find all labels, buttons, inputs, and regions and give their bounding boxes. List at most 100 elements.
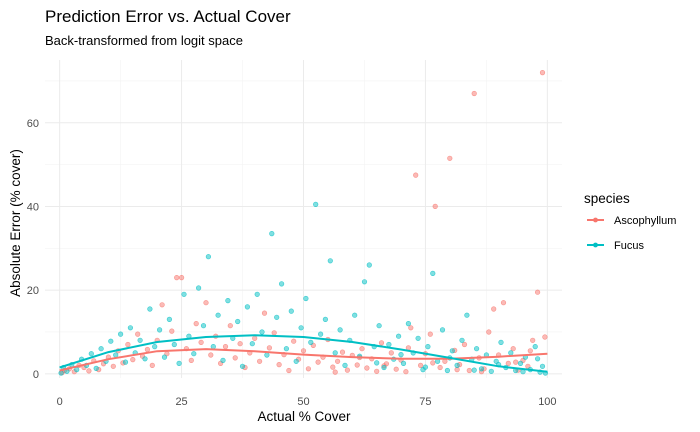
x-axis-title: Actual % Cover [257,409,351,424]
fucus-point [225,298,231,304]
ascophyllum-point [135,331,141,337]
ascophyllum-point [271,330,277,336]
ascophyllum-trend-line [59,348,548,372]
ascophyllum-point [193,321,199,327]
ascophyllum-point [427,331,433,337]
fucus-point [498,339,504,346]
fucus-point [327,258,333,264]
ascophyllum-point [266,345,273,351]
ascophyllum-point [305,366,312,372]
fucus-point [415,335,421,341]
ascophyllum-point [542,334,548,340]
ascophyllum-point [339,349,346,355]
ascophyllum-point [500,300,507,306]
fucus-point [157,327,163,333]
fucus-point [449,348,455,354]
ascophyllum-point [418,362,424,369]
ascophyllum-point [203,300,209,306]
fucus-point [430,270,436,277]
fucus-point [322,316,329,323]
ascophyllum-point [232,355,238,361]
ascophyllum-point [252,335,258,341]
fucus-point [298,325,304,331]
fucus-point [386,341,392,348]
fucus-point [279,281,285,287]
ascophyllum-point [300,348,307,354]
ascophyllum-point [198,339,204,346]
fucus-point [444,367,451,374]
ascophyllum-point [403,369,409,375]
fucus-point [517,360,524,367]
ascophyllum-point [237,341,243,347]
ascophyllum-point [530,337,536,343]
ascophyllum-point [388,350,394,356]
ascophyllum-point [505,360,511,367]
fucus-point [127,325,133,331]
fucus-point [313,201,319,207]
ascophyllum-point [188,357,194,364]
trend-lines [59,334,548,373]
ascophyllum-point [344,367,351,373]
ascophyllum-point [430,360,436,366]
fucus-point [176,360,182,367]
fucus-point [244,304,250,310]
fucus-point [381,364,387,371]
ascophyllum-point [461,341,468,348]
fucus-point [471,367,477,373]
chart-title: Prediction Error vs. Actual Cover [45,7,291,26]
x-tick-label: 100 [538,396,556,408]
ascophyllum-point [159,302,165,308]
fucus-point [332,350,338,356]
ascophyllum-point [539,69,546,76]
ascophyllum-point [110,363,116,369]
ascophyllum-point [486,329,492,335]
legend-label: Fucus [614,240,644,252]
fucus-point [108,338,114,344]
fucus-point [308,339,314,346]
chart-subtitle: Back-transformed from logit space [45,33,243,48]
ascophyllum-point [208,352,214,358]
ascophyllum-point [222,344,229,350]
fucus-point [117,331,124,337]
fucus-point [264,352,270,358]
fucus-point [152,344,158,350]
legend-title: species [584,191,630,206]
ascophyllum-point [432,203,438,209]
ascophyllum-point [130,357,136,363]
fucus-point [215,312,221,318]
fucus-trend-line [59,334,548,373]
fucus-point [366,262,372,268]
legend-key-dot [593,242,598,248]
ascophyllum-point [466,367,472,374]
axis-ticks: 0 25 50 75 100 0 20 40 60 [27,118,557,408]
fucus-point [254,291,260,297]
fucus-point [374,360,380,366]
ascophyllum-point [332,369,338,375]
legend-item-ascophyllum: Ascophyllum [587,215,676,227]
legend: species Ascophyllum Fucus [584,191,676,252]
fucus-point [405,321,412,327]
fucus-point [166,316,172,323]
fucus-point [361,279,368,285]
ascophyllum-point [354,362,360,368]
ascophyllum-point [169,328,175,334]
fucus-point [303,295,309,302]
fucus-point [464,312,470,318]
fucus-point [459,337,465,343]
fucus-point [161,354,168,360]
fucus-point [532,344,538,350]
fucus-point [74,367,80,373]
scatter-points [58,69,549,376]
fucus-point [259,329,265,335]
grid [45,60,562,378]
legend-label: Ascophyllum [614,215,676,227]
fucus-point [488,368,494,374]
fucus-point [249,341,255,347]
ascophyllum-point [378,340,385,346]
ascophyllum-point [315,359,321,365]
fucus-point [293,358,299,364]
legend-item-fucus: Fucus [587,240,644,252]
y-tick-label: 40 [27,201,39,213]
ascophyllum-point [413,172,419,178]
fucus-point [113,352,119,358]
